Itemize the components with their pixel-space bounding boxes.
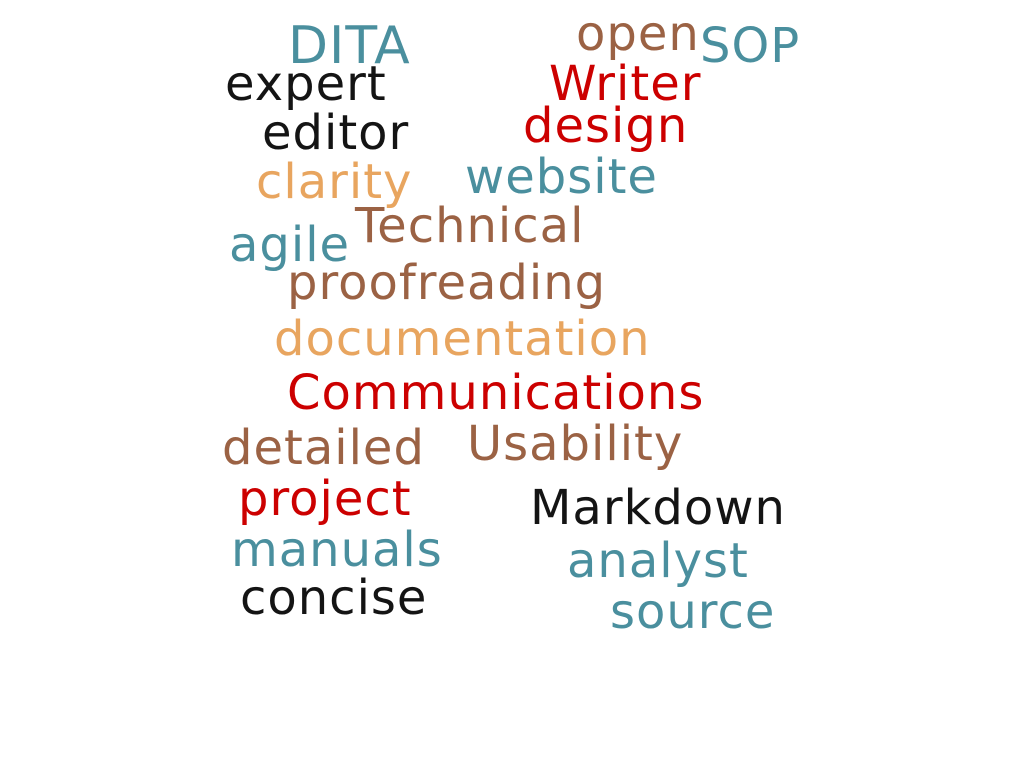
word-technical: Technical <box>355 198 585 254</box>
word-clarity: clarity <box>256 154 413 210</box>
word-manuals: manuals <box>231 522 443 578</box>
word-writer: Writer <box>549 56 702 112</box>
word-project: project <box>238 471 412 527</box>
word-dita: DITA <box>288 16 411 76</box>
word-editor: editor <box>262 105 410 161</box>
word-proofreading: proofreading <box>287 255 607 311</box>
word-communications: Communications <box>287 365 705 421</box>
word-expert: expert <box>225 56 387 112</box>
word-concise: concise <box>240 570 428 626</box>
word-open: open <box>576 6 700 62</box>
word-website: website <box>465 149 658 205</box>
word-sop: SOP <box>700 18 801 74</box>
word-analyst: analyst <box>567 533 749 589</box>
word-source: source <box>610 584 776 640</box>
word-markdown: Markdown <box>530 480 786 536</box>
word-agile: agile <box>229 217 351 273</box>
word-design: design <box>523 98 689 154</box>
word-detailed: detailed <box>222 420 425 476</box>
word-documentation: documentation <box>274 311 651 367</box>
word-usability: Usability <box>467 416 684 472</box>
